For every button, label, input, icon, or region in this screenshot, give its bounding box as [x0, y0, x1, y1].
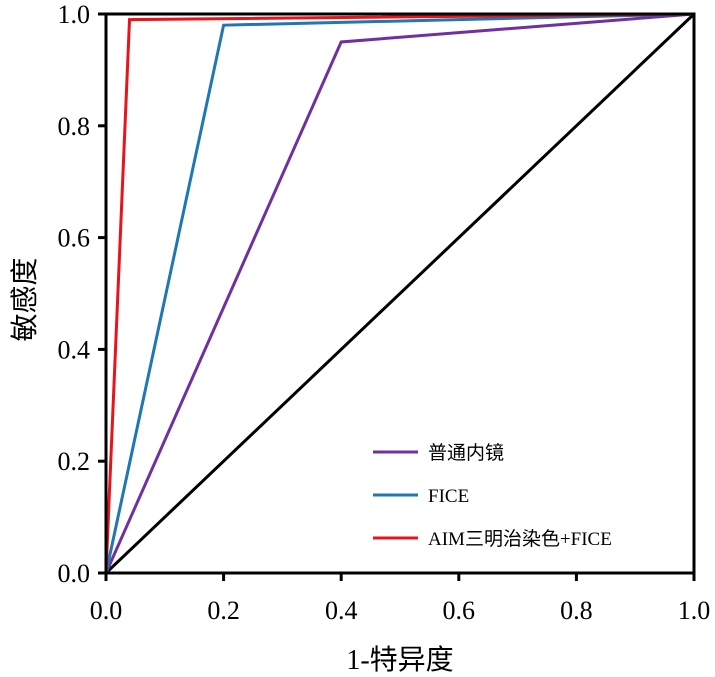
x-tick-label: 0.8: [560, 596, 593, 625]
y-tick-label: 0.0: [58, 559, 91, 588]
y-tick-label: 1.0: [58, 0, 91, 29]
y-tick-label: 0.8: [58, 112, 91, 141]
series-line-2: [104, 12, 695, 574]
legend-label-2: FICE: [428, 486, 469, 507]
legend-label-1: 普通内镜: [428, 442, 504, 464]
x-tick-label: 0.4: [325, 596, 358, 625]
plot-area-frame: [104, 12, 696, 575]
x-tick-label: 0.6: [443, 596, 476, 625]
reference-diagonal-line: [104, 12, 696, 575]
series-line-3: [104, 12, 695, 574]
legend: 普通内镜 FICE AIM三明治染色+FICE: [373, 442, 612, 550]
x-axis-title: 1-特异度: [346, 644, 453, 676]
x-tick-label: 1.0: [678, 596, 711, 625]
y-axis-title: 敏感度: [9, 257, 41, 341]
y-tick-label: 0.4: [58, 335, 91, 364]
y-tick-label: 0.2: [58, 447, 91, 476]
x-tick-label: 0.0: [90, 596, 123, 625]
series-line-1: [104, 12, 695, 574]
x-tick-label: 0.2: [207, 596, 240, 625]
y-tick-label: 0.6: [58, 224, 91, 253]
legend-label-3: AIM三明治染色+FICE: [428, 528, 612, 550]
